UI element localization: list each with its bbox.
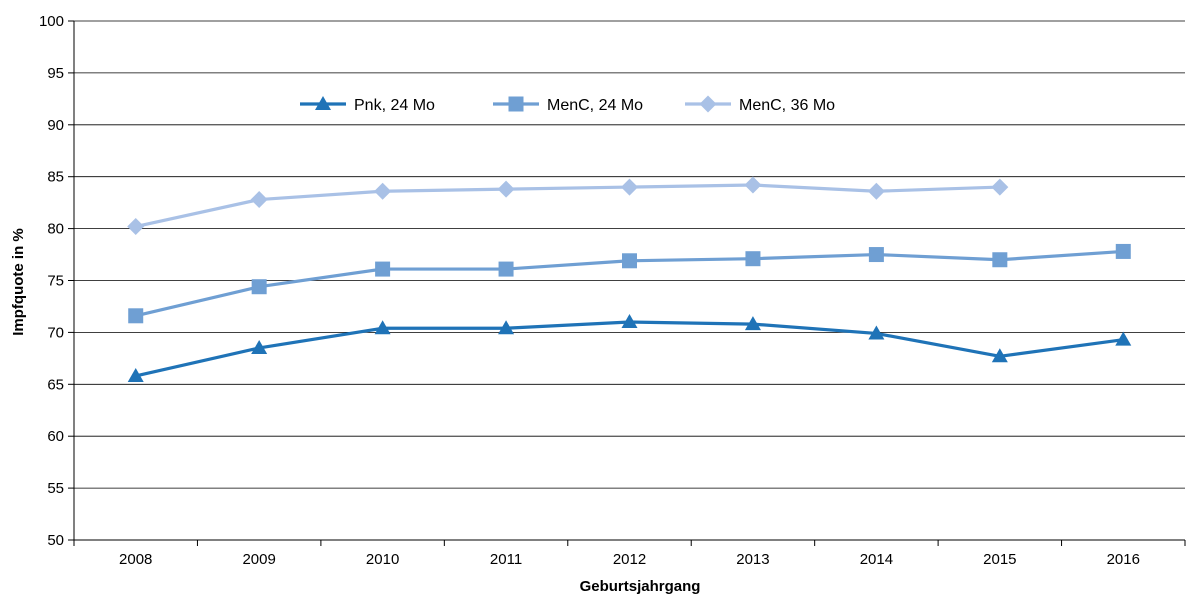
legend-label: MenC, 36 Mo [739, 97, 835, 114]
data-point [991, 348, 1008, 363]
x-tick-label: 2009 [242, 551, 275, 568]
legend-marker [699, 95, 717, 113]
y-tick-label: 50 [47, 532, 64, 549]
y-axis-ticks: 50 55 60 65 70 75 80 85 90 95 100 [39, 13, 74, 549]
gridlines [74, 20, 1185, 489]
data-point [128, 308, 144, 324]
legend-item: MenC, 24 Mo [493, 96, 643, 114]
data-point [992, 252, 1008, 268]
legend-label: Pnk, 24 Mo [354, 97, 435, 114]
y-tick-label: 65 [47, 376, 64, 393]
data-point [127, 367, 144, 382]
data-point [991, 178, 1009, 196]
legend: Pnk, 24 Mo MenC, 24 Mo MenC, 36 Mo [300, 95, 835, 114]
data-point [744, 316, 761, 331]
data-point [868, 325, 885, 340]
series-line [135, 183, 1000, 229]
x-tick-label: 2011 [490, 551, 522, 568]
y-tick-label: 95 [47, 65, 64, 82]
y-tick-label: 80 [47, 221, 64, 238]
y-tick-label: 85 [47, 169, 64, 186]
legend-marker [315, 96, 331, 110]
x-tick-label: 2013 [736, 551, 769, 568]
data-point [498, 320, 515, 335]
data-point [621, 314, 638, 329]
series-square [128, 243, 1131, 324]
x-axis-title: Geburtsjahrgang [580, 578, 701, 595]
y-tick-label: 90 [47, 117, 64, 134]
data-point [127, 218, 145, 236]
series-layer [127, 176, 1132, 382]
data-point [867, 182, 885, 200]
y-axis-title: Impfquote in % [10, 228, 27, 336]
data-point [744, 176, 762, 194]
legend-item: MenC, 36 Mo [685, 95, 835, 114]
data-point [621, 178, 638, 196]
data-point [375, 261, 391, 277]
data-point [251, 279, 267, 295]
legend-item: Pnk, 24 Mo [300, 96, 435, 114]
data-point [622, 253, 637, 269]
x-tick-label: 2016 [1107, 551, 1140, 568]
legend-marker [508, 96, 524, 112]
data-point [374, 320, 391, 335]
legend-label: MenC, 24 Mo [547, 97, 643, 114]
x-tick-label: 2015 [983, 551, 1016, 568]
data-point [498, 261, 514, 277]
data-point [251, 339, 268, 354]
data-point [497, 180, 515, 198]
x-axis-ticks: 2008 2009 2010 2011 2012 2013 2014 2015 2016 [73, 540, 1186, 568]
y-tick-label: 55 [47, 480, 64, 497]
y-tick-label: 70 [47, 324, 64, 341]
data-point [1115, 243, 1131, 259]
x-tick-label: 2008 [119, 551, 152, 568]
data-point [868, 247, 884, 263]
y-tick-label: 100 [39, 13, 64, 30]
x-tick-label: 2012 [613, 551, 646, 568]
y-tick-label: 75 [47, 273, 64, 290]
series-line [135, 320, 1124, 378]
data-point [1115, 331, 1132, 346]
x-tick-label: 2010 [366, 551, 399, 568]
data-point [745, 251, 761, 267]
series-triangle [127, 314, 1132, 382]
data-point [374, 182, 392, 200]
x-tick-label: 2014 [860, 551, 893, 568]
series-diamond [127, 176, 1009, 236]
data-point [250, 191, 268, 209]
y-tick-label: 60 [47, 428, 64, 445]
